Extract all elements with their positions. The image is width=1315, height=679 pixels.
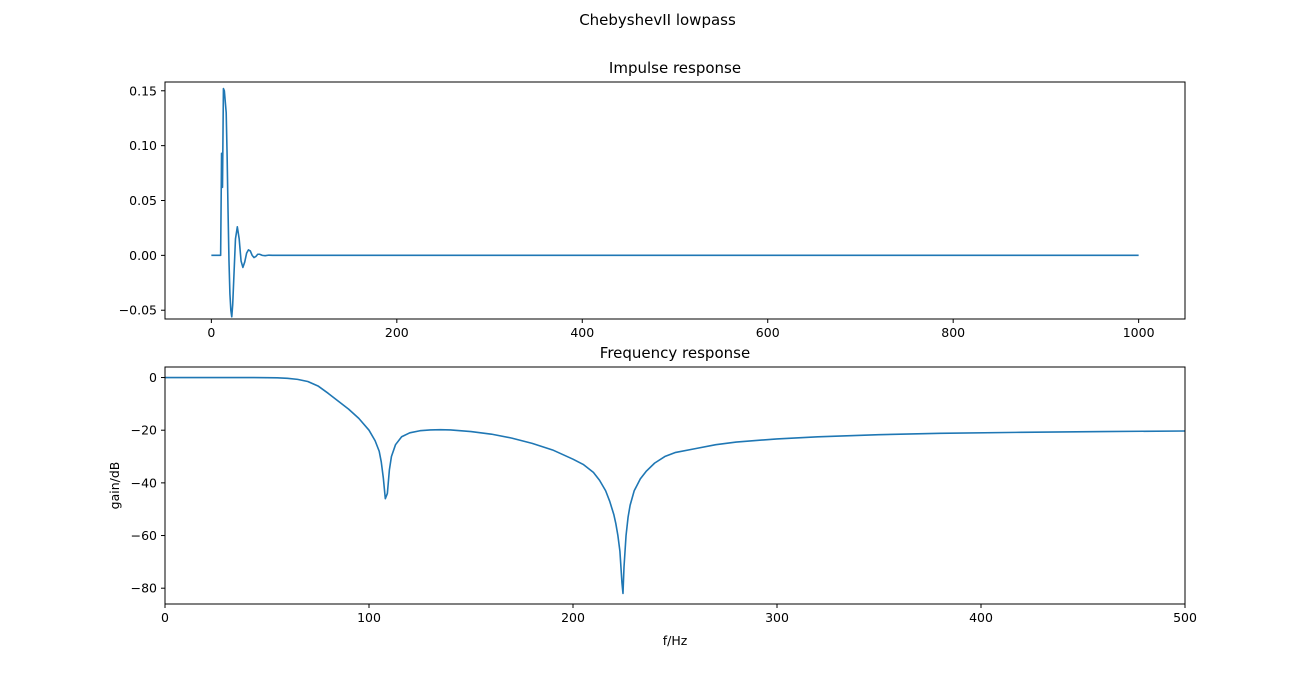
x-tick-label: 200	[561, 610, 585, 625]
y-tick-label: −0.05	[119, 303, 157, 318]
axes-frame	[164, 366, 1186, 605]
x-axis-label: f/Hz	[663, 633, 688, 648]
subplot-title: Frequency response	[600, 344, 750, 362]
x-tick-label: 0	[207, 325, 215, 340]
x-tick-label: 500	[1173, 610, 1197, 625]
subplot-2: 0 100 200 300 400 500 −80 −60 −40 −20 0 Frequency r…	[107, 344, 1197, 648]
y-axis-label: gain/dB	[107, 462, 122, 510]
x-tick-label: 400	[570, 325, 594, 340]
x-tick-label: 800	[941, 325, 965, 340]
figure-title: ChebyshevII lowpass	[579, 11, 736, 29]
x-tick-label: 100	[357, 610, 381, 625]
y-tick-label: 0	[149, 370, 157, 385]
x-tick-label: 300	[765, 610, 789, 625]
y-tick-label: 0.00	[129, 248, 157, 263]
y-tick-label: 0.10	[129, 138, 157, 153]
subplot-1: 0 200 400 600 800 1000 −0.05 0.00 0.05 0.10 0.15 Im…	[119, 59, 1186, 340]
series-line	[211, 87, 1139, 318]
y-tick-label: −60	[131, 528, 157, 543]
x-tick-label: 1000	[1123, 325, 1155, 340]
axes-frame	[164, 81, 1186, 320]
y-tick-label: −80	[131, 581, 157, 596]
y-tick-label: −40	[131, 475, 157, 490]
subplot-title: Impulse response	[609, 59, 741, 77]
x-tick-label: 600	[756, 325, 780, 340]
x-tick-label: 200	[385, 325, 409, 340]
x-tick-label: 0	[161, 610, 169, 625]
series-line	[165, 376, 1185, 595]
y-tick-label: −20	[131, 423, 157, 438]
y-tick-label: 0.15	[129, 83, 157, 98]
x-tick-label: 400	[969, 610, 993, 625]
y-tick-label: 0.05	[129, 193, 157, 208]
